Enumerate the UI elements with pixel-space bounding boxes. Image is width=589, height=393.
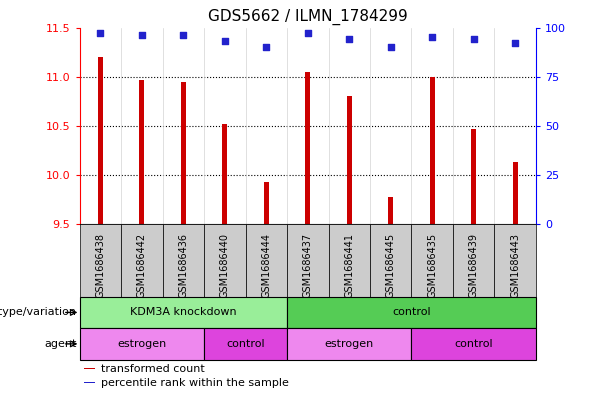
Text: estrogen: estrogen: [117, 339, 166, 349]
Text: GSM1686439: GSM1686439: [469, 233, 479, 298]
Text: GSM1686441: GSM1686441: [344, 233, 354, 298]
Bar: [204, 328, 287, 360]
Text: GSM1686438: GSM1686438: [95, 233, 105, 298]
Bar: [287, 328, 412, 360]
Bar: [513, 162, 518, 224]
Point: [137, 32, 147, 39]
Bar: [80, 297, 287, 328]
Bar: [412, 328, 536, 360]
Text: control: control: [226, 339, 265, 349]
Bar: [453, 224, 495, 297]
Point: [303, 30, 312, 37]
Point: [428, 34, 437, 40]
Text: estrogen: estrogen: [325, 339, 374, 349]
Point: [95, 30, 105, 37]
Text: GSM1686437: GSM1686437: [303, 233, 313, 298]
Bar: [84, 368, 95, 369]
Bar: [370, 224, 412, 297]
Bar: [305, 72, 310, 224]
Bar: [264, 182, 269, 224]
Bar: [222, 124, 227, 224]
Point: [511, 40, 520, 46]
Bar: [329, 224, 370, 297]
Title: GDS5662 / ILMN_1784299: GDS5662 / ILMN_1784299: [208, 9, 408, 25]
Text: GSM1686445: GSM1686445: [386, 233, 396, 298]
Bar: [84, 382, 95, 383]
Text: GSM1686444: GSM1686444: [262, 233, 272, 298]
Point: [262, 44, 271, 50]
Text: genotype/variation: genotype/variation: [0, 307, 77, 318]
Point: [469, 36, 478, 42]
Bar: [163, 224, 204, 297]
Text: GSM1686435: GSM1686435: [427, 233, 437, 298]
Text: transformed count: transformed count: [101, 364, 205, 374]
Point: [386, 44, 395, 50]
Bar: [287, 297, 536, 328]
Bar: [430, 77, 435, 224]
Text: GSM1686436: GSM1686436: [178, 233, 188, 298]
Text: GSM1686442: GSM1686442: [137, 233, 147, 298]
Bar: [121, 224, 163, 297]
Bar: [80, 224, 121, 297]
Text: percentile rank within the sample: percentile rank within the sample: [101, 378, 289, 387]
Bar: [80, 328, 204, 360]
Bar: [246, 224, 287, 297]
Bar: [412, 224, 453, 297]
Bar: [139, 79, 144, 224]
Bar: [347, 96, 352, 224]
Point: [178, 32, 188, 39]
Bar: [204, 224, 246, 297]
Bar: [495, 224, 536, 297]
Point: [220, 38, 230, 44]
Bar: [388, 196, 393, 224]
Bar: [471, 129, 477, 224]
Text: control: control: [455, 339, 493, 349]
Text: KDM3A knockdown: KDM3A knockdown: [130, 307, 237, 318]
Text: agent: agent: [44, 339, 77, 349]
Point: [345, 36, 354, 42]
Text: control: control: [392, 307, 431, 318]
Bar: [98, 57, 102, 224]
Bar: [181, 82, 186, 224]
Bar: [287, 224, 329, 297]
Text: GSM1686443: GSM1686443: [510, 233, 520, 298]
Text: GSM1686440: GSM1686440: [220, 233, 230, 298]
